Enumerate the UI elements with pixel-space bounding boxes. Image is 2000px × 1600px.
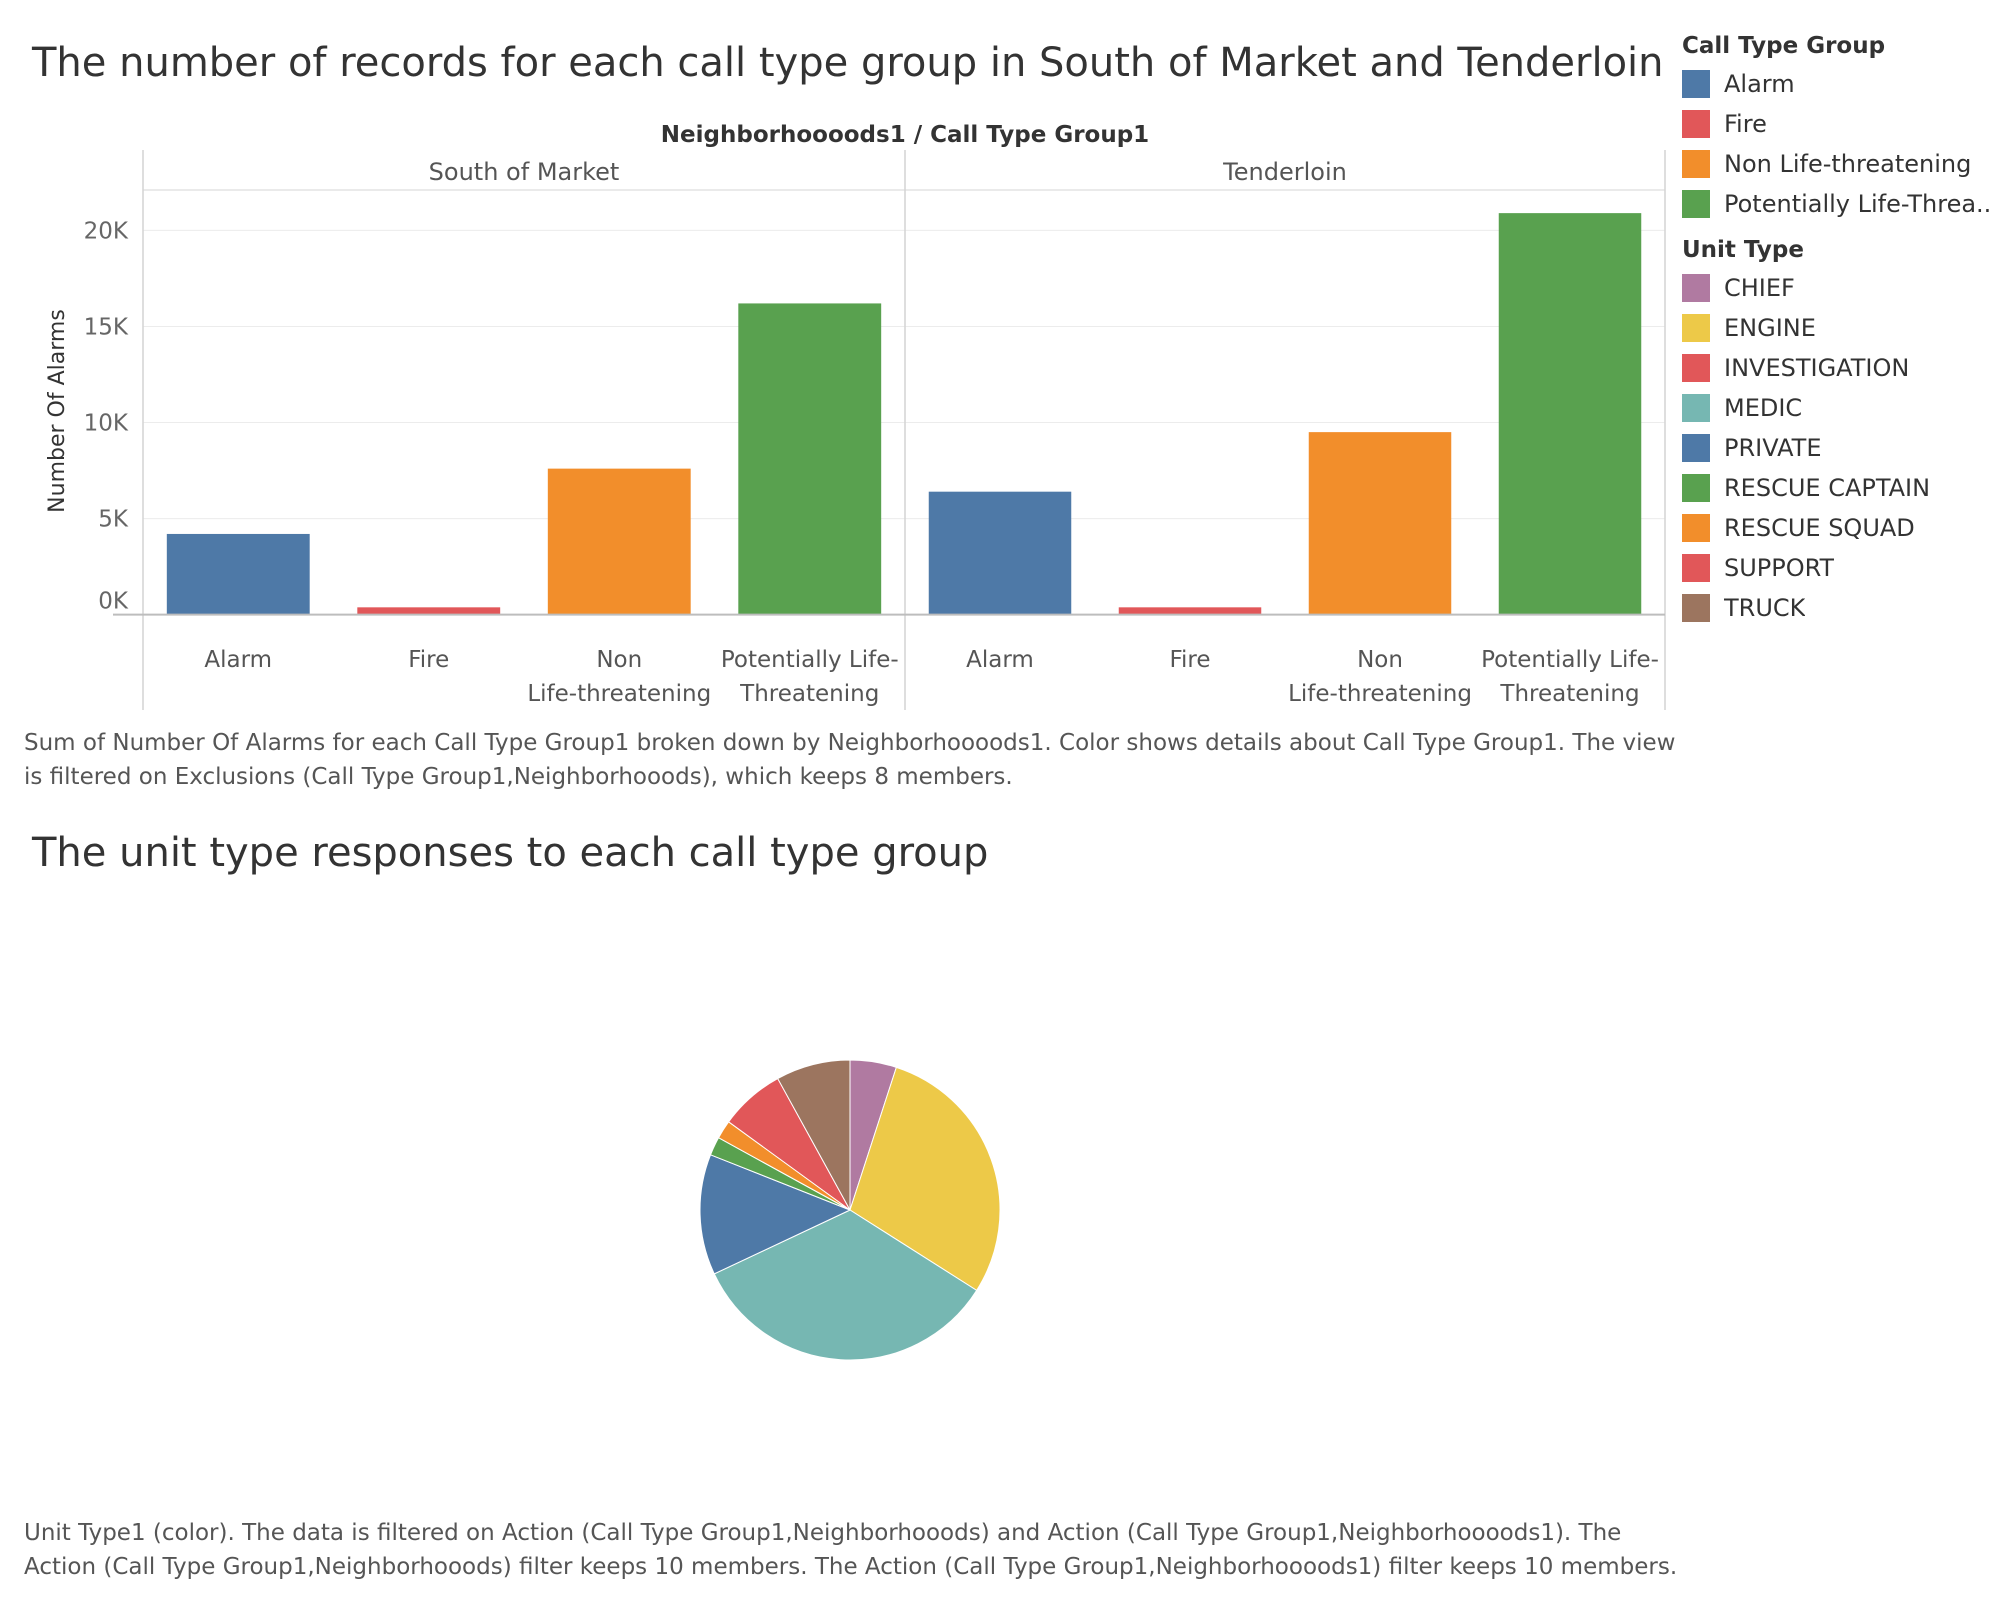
bar-chart-title: The number of records for each call type… [32,40,1664,86]
x-tick-label: Potentially Life- [721,647,899,673]
bar [738,303,882,615]
legend-call-type-swatch [1682,190,1710,218]
bar [928,491,1072,615]
bar-chart-caption: Sum of Number Of Alarms for each Call Ty… [24,730,1676,790]
y-tick-label: 20K [84,218,129,244]
legend-unit-type-label: RESCUE CAPTAIN [1724,474,1931,502]
legend-call-type-item[interactable]: Potentially Life-Threa.. [1682,184,1992,224]
legend-call-type-swatch [1682,70,1710,98]
pie-chart [699,1059,1001,1361]
pie-slice [699,1154,852,1275]
pie-slice [713,1209,978,1361]
legend-unit-type-item[interactable]: TRUCK [1682,588,1992,628]
legend-call-type-item[interactable]: Non Life-threatening [1682,144,1992,184]
legend-unit-type-item[interactable]: MEDIC [1682,388,1992,428]
legend-unit-type-item[interactable]: INVESTIGATION [1682,348,1992,388]
legend-unit-type-title: Unit Type [1682,237,1804,263]
legend-call-type-label: Fire [1724,110,1767,138]
x-tick-label: Alarm [966,647,1034,673]
y-tick-label: 10K [84,411,129,437]
panel-title: Tenderloin [1222,158,1347,186]
x-tick-label: Potentially Life- [1481,647,1659,673]
legend-unit-type-swatch [1682,474,1710,502]
legend-unit-type-item[interactable]: SUPPORT [1682,548,1992,588]
y-axis-label: Number Of Alarms [45,309,70,513]
legend-call-type-swatch [1682,110,1710,138]
bar [1498,213,1642,615]
legend-unit-type-swatch [1682,314,1710,342]
x-tick-label: Alarm [204,647,272,673]
bar-chart: Neighborhoooods1 / Call Type Group1 0K 5K 1… [45,122,1666,710]
bar [166,533,310,615]
legend-unit-type-swatch [1682,394,1710,422]
legend-unit-type-swatch [1682,514,1710,542]
x-tick-label: Threatening [739,681,879,707]
legend-call-type-label: Non Life-threatening [1724,150,1972,178]
legend-unit-type-label: ENGINE [1724,314,1816,342]
legend-call-type-item[interactable]: Fire [1682,104,1992,144]
x-tick-label: Threatening [1499,681,1639,707]
legend-call-type: Alarm Fire Non Life-threatening Potentially… [1682,64,1992,224]
y-tick-label: 15K [84,314,129,340]
pie-chart-title: The unit type responses to each call typ… [32,830,989,876]
legend-call-type-swatch [1682,150,1710,178]
legend-unit-type-label: INVESTIGATION [1724,354,1910,382]
pie-chart-caption: Unit Type1 (color). The data is filtered… [24,1520,1678,1580]
x-tick-label: Fire [408,647,449,673]
bar [357,607,501,615]
x-tick-label: Life-threatening [1288,681,1472,707]
legend-unit-type-label: RESCUE SQUAD [1724,514,1915,542]
legend-unit-type-label: TRUCK [1724,594,1806,622]
x-tick-label: Life-threatening [527,681,711,707]
panel-title: South of Market [429,158,620,186]
legend-unit-type-item[interactable]: PRIVATE [1682,428,1992,468]
legend-unit-type-swatch [1682,594,1710,622]
bar [1118,607,1262,615]
x-tick-label: Non [596,647,642,673]
legend-unit-type-label: MEDIC [1724,394,1803,422]
y-tick-label: 0K [98,589,129,615]
legend-unit-type-swatch [1682,274,1710,302]
legend-unit-type-label: SUPPORT [1724,554,1835,582]
chart-header: Neighborhoooods1 / Call Type Group1 [661,122,1149,148]
legend-panel: Call Type Group Alarm Fire Non Life-threat… [1682,28,1992,628]
legend-unit-type: CHIEF ENGINE INVESTIGATION MEDIC PRIVATE RESC… [1682,268,1992,628]
pie-slice [849,1066,1001,1292]
legend-unit-type-label: CHIEF [1724,274,1795,302]
legend-call-type-item[interactable]: Alarm [1682,64,1992,104]
legend-unit-type-item[interactable]: CHIEF [1682,268,1992,308]
legend-unit-type-label: PRIVATE [1724,434,1822,462]
legend-unit-type-swatch [1682,354,1710,382]
x-tick-label: Non [1357,647,1403,673]
legend-unit-type-item[interactable]: RESCUE CAPTAIN [1682,468,1992,508]
legend-unit-type-swatch [1682,554,1710,582]
legend-call-type-title: Call Type Group [1682,33,1886,59]
y-tick-label: 5K [98,507,129,533]
bar [1308,432,1452,615]
legend-unit-type-item[interactable]: RESCUE SQUAD [1682,508,1992,548]
bar [547,468,691,615]
legend-call-type-label: Potentially Life-Threa.. [1724,190,1992,218]
x-tick-label: Fire [1169,647,1210,673]
legend-unit-type-swatch [1682,434,1710,462]
legend-call-type-label: Alarm [1724,70,1795,98]
pie-slice [777,1059,851,1211]
legend-unit-type-item[interactable]: ENGINE [1682,308,1992,348]
